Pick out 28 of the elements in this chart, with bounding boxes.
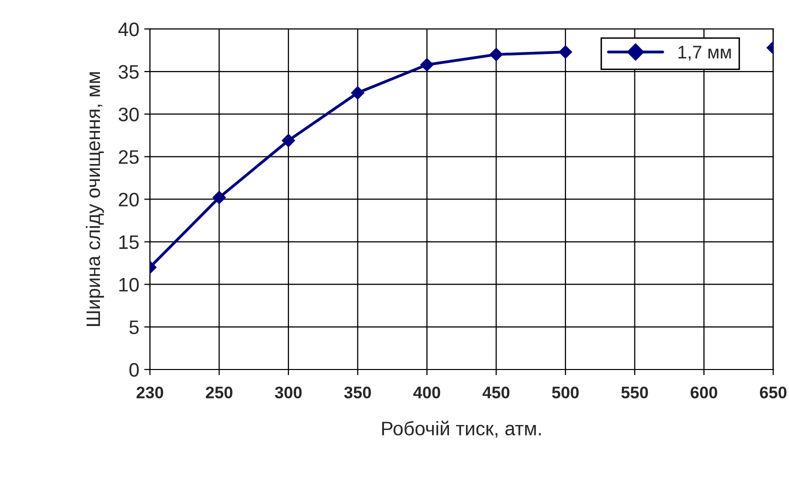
y-axis-title: Ширина сліду очищення, мм <box>86 72 104 326</box>
point <box>351 86 364 100</box>
y-tick-label: 0 <box>129 362 139 377</box>
x-tick-label: 400 <box>413 386 440 398</box>
point <box>212 190 226 204</box>
x-tick-label: 450 <box>482 386 510 398</box>
x-tick-label: 500 <box>552 386 579 398</box>
y-tick-label: 15 <box>119 235 139 250</box>
y-tick-label: 35 <box>118 65 139 79</box>
x-tick-label: 300 <box>274 386 302 398</box>
x-tick-label: 250 <box>206 386 232 398</box>
point <box>282 134 296 148</box>
x-tick-label: 600 <box>690 386 718 398</box>
x-axis-title: Робочій тиск, атм. <box>382 420 541 438</box>
x-tick-label: 550 <box>621 386 648 398</box>
point <box>558 45 572 59</box>
y-tick-label: 10 <box>119 278 139 292</box>
point <box>490 48 503 62</box>
y-tick-label: 5 <box>129 320 139 334</box>
y-tick-label: 30 <box>118 108 139 122</box>
x-tick-label: 230 <box>136 386 164 398</box>
x-tick-label: 650 <box>760 386 786 398</box>
point <box>420 58 434 72</box>
y-tick-label: 40 <box>118 22 139 36</box>
y-tick-label: 25 <box>118 150 139 164</box>
y-tick-label: 20 <box>118 192 139 206</box>
legend-label: 1,7 мм <box>678 46 731 61</box>
x-tick-label: 350 <box>344 386 371 398</box>
